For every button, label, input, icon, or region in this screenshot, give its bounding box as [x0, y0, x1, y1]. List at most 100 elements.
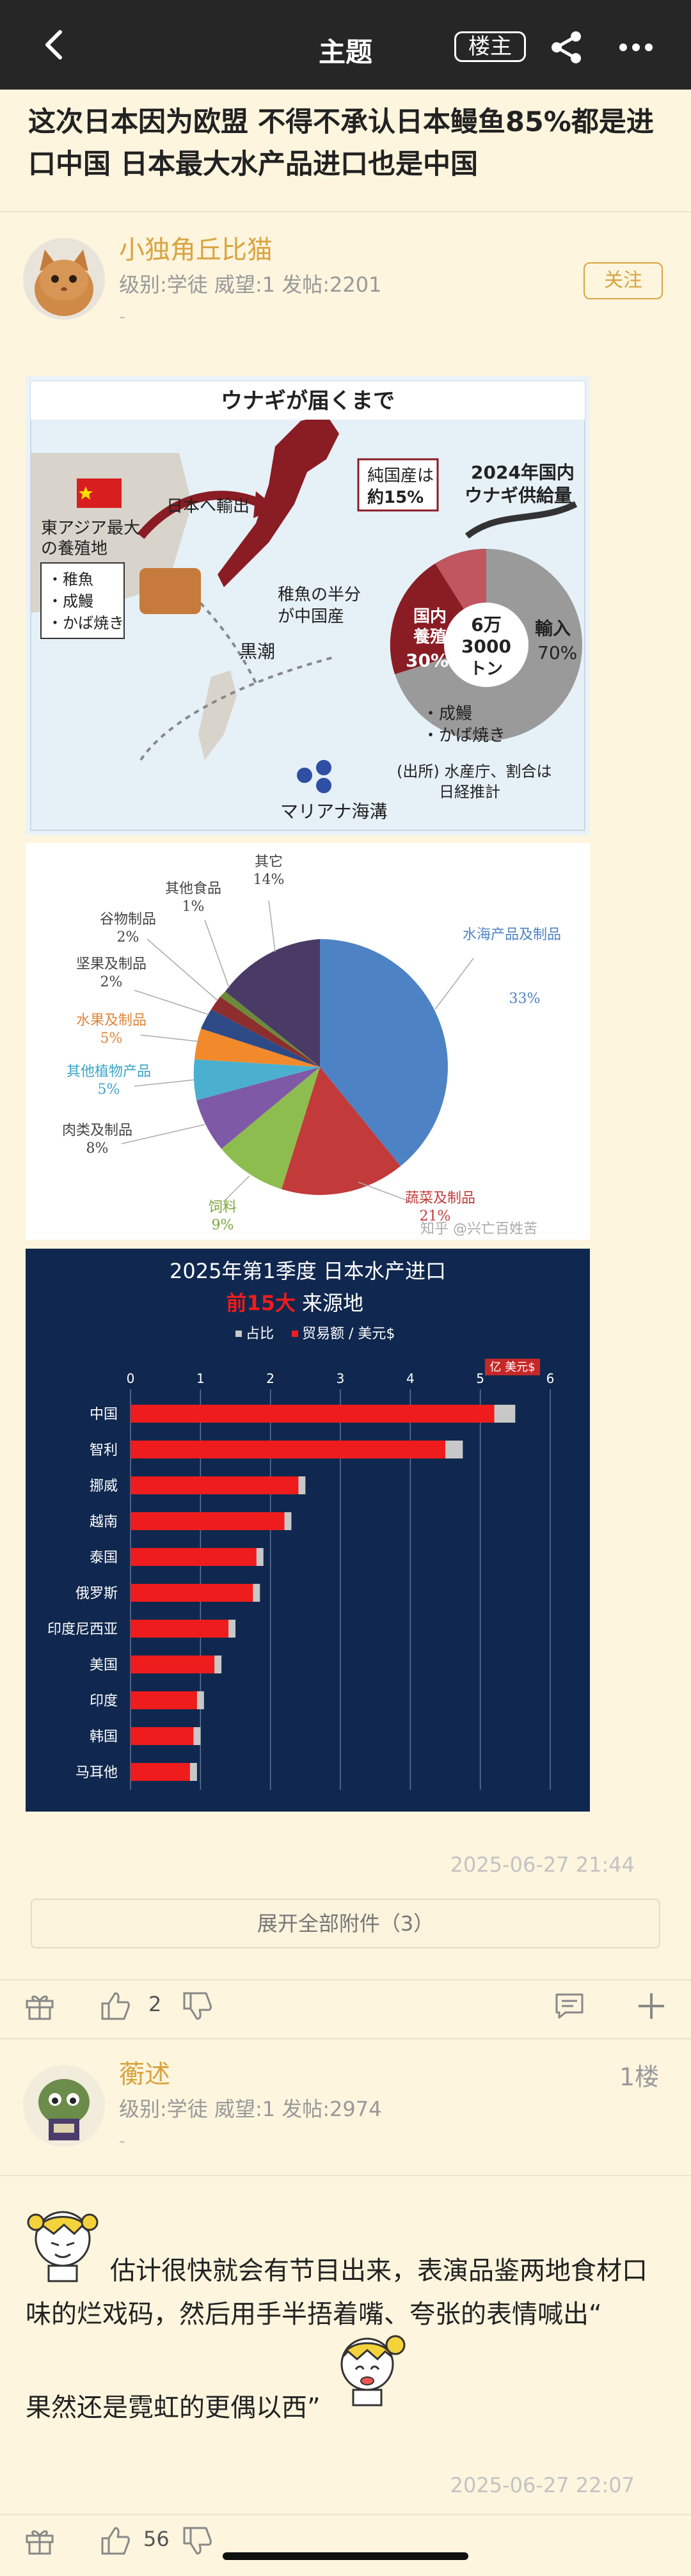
- map-item: ・稚魚: [47, 571, 93, 589]
- map-import-pct: 70%: [537, 642, 577, 663]
- chart-bar-amount: [131, 1691, 197, 1709]
- chart-bar-amount: [131, 1476, 299, 1494]
- chart-category-label: 越南: [90, 1514, 118, 1530]
- gift-icon[interactable]: [23, 1989, 56, 2023]
- chart-bar-amount: [131, 1584, 253, 1602]
- pie-label: 其它: [255, 854, 283, 870]
- reply-author-avatar[interactable]: [23, 2065, 105, 2147]
- pie-label: 谷物制品: [100, 912, 156, 928]
- map-label-fry-half: 稚魚の半分: [278, 585, 361, 604]
- map-import-item: ・成鰻: [422, 704, 472, 723]
- chart-bar-amount: [131, 1441, 445, 1458]
- pie-pct: 2%: [117, 929, 139, 945]
- pie-label: 蔬菜及制品: [405, 1190, 475, 1206]
- gift-icon[interactable]: [23, 2524, 56, 2557]
- pie-label: 饲料: [209, 1199, 237, 1215]
- divider: [0, 2514, 691, 2515]
- follow-button[interactable]: 关注: [584, 262, 663, 299]
- pie-label: 坚果及制品: [76, 956, 147, 972]
- map-label-breeding: の養殖地: [41, 539, 107, 558]
- chart-x-tick: 0: [127, 1371, 135, 1386]
- author-avatar[interactable]: [23, 238, 105, 320]
- thumbs-up-icon[interactable]: [99, 2524, 132, 2557]
- map-label-pure-pct: 約15%: [367, 487, 424, 507]
- divider: [0, 211, 691, 212]
- chart-legend-share: 占比: [246, 1326, 274, 1342]
- floor-number: 1楼: [619, 2063, 660, 2091]
- chart-category-label: 智利: [90, 1442, 118, 1458]
- post-action-bar: 2: [0, 1979, 691, 2030]
- map-label-east-asia: 東アジア最大: [41, 519, 140, 538]
- pie-label: 肉类及制品: [62, 1123, 132, 1139]
- plus-icon[interactable]: [635, 1989, 668, 2023]
- chart-bar-amount: [131, 1763, 190, 1781]
- chart-bar-amount: [131, 1727, 194, 1745]
- like-count: 2: [148, 1992, 162, 2016]
- pie-pct: 9%: [212, 1217, 234, 1233]
- chart-x-tick: 6: [546, 1371, 555, 1386]
- reply-text: 估计很快就会有节目出来，表演品鉴两地食材口味的烂戏码，然后用手半捂着嘴、夸张的表…: [26, 2256, 647, 2329]
- reply-author-meta: 级别:学徒 威望:1 发帖:2974: [119, 2097, 382, 2121]
- chart-bar-amount: [131, 1405, 495, 1423]
- chart-category-label: 挪威: [90, 1478, 118, 1494]
- page-title: 主题: [318, 36, 372, 68]
- thumbs-up-icon[interactable]: [99, 1989, 132, 2023]
- pie-pct: 1%: [182, 899, 205, 915]
- pie-pct: 14%: [253, 872, 285, 888]
- pie-label: 水海产品及制品: [463, 927, 561, 943]
- chart-subtitle-highlight: 前15大: [226, 1291, 296, 1315]
- chart-bar-amount: [131, 1548, 257, 1566]
- divider: [0, 2038, 691, 2039]
- chart-category-label: 韩国: [90, 1729, 118, 1745]
- map-import-item: ・かば焼き: [422, 726, 505, 745]
- map-supply-title: 2024年国内: [471, 462, 575, 483]
- eel-supply-map-image[interactable]: ウナギが届くまで 東アジア最大 の養殖地 ・稚魚 ・成鰻 ・かば焼き 日本へ輸出…: [26, 376, 590, 835]
- author-name[interactable]: 小独角丘比猫: [119, 235, 273, 265]
- reply-date: 2025-06-27 22:07: [450, 2473, 635, 2497]
- chart-legend-amount: 贸易额 / 美元$: [302, 1326, 395, 1342]
- map-label-kuroshio: 黒潮: [239, 641, 275, 662]
- map-import: 輸入: [535, 618, 571, 639]
- comment-icon[interactable]: [553, 1989, 586, 2023]
- reply-author-name[interactable]: 蘅述: [119, 2060, 170, 2089]
- chart-x-tick: 1: [196, 1371, 205, 1386]
- map-label-pure-domestic: 純国産は: [367, 466, 434, 486]
- chart-bar-amount: [131, 1512, 285, 1530]
- post-title: 这次日本因为欧盟 不得不承认日本鳗鱼85%都是进口中国 日本最大水产品进口也是中…: [28, 106, 654, 180]
- only-owner-button[interactable]: 楼主: [454, 31, 526, 62]
- share-icon[interactable]: [549, 29, 585, 65]
- chart-bar-amount: [131, 1655, 215, 1673]
- map-center: 3000: [461, 636, 511, 657]
- more-options-icon[interactable]: [618, 36, 654, 59]
- divider: [0, 2175, 691, 2176]
- map-title: ウナギが届くまで: [221, 388, 395, 414]
- sticker-image: [340, 2335, 406, 2406]
- home-indicator: [223, 2552, 468, 2560]
- chart-category-label: 马耳他: [75, 1765, 118, 1781]
- back-arrow-icon[interactable]: [38, 28, 72, 61]
- pie-label: 水果及制品: [76, 1013, 147, 1029]
- reply-author-signature: -: [119, 2130, 126, 2151]
- thumbs-down-icon[interactable]: [180, 1989, 214, 2023]
- expand-attachments-button[interactable]: 展开全部附件（3）: [31, 1899, 660, 1948]
- map-mariana: マリアナ海溝: [280, 801, 387, 822]
- pie-pct: 8%: [86, 1141, 109, 1157]
- chart-unit: 亿 美元$: [489, 1361, 535, 1374]
- map-domestic-pct: 30%: [406, 650, 449, 671]
- map-source: 日経推計: [439, 783, 500, 801]
- author-signature: -: [119, 306, 126, 327]
- import-category-pie-image[interactable]: 其它 14% 其他食品 1% 谷物制品 2% 坚果及制品 2% 水果及制品 5%…: [26, 843, 590, 1240]
- map-center: 6万: [471, 614, 501, 635]
- map-label-fry-half2: が中国産: [278, 607, 344, 626]
- pie-label: 其他植物产品: [67, 1064, 151, 1080]
- map-label-export: 日本へ輸出: [166, 497, 250, 516]
- thumbs-down-icon[interactable]: [180, 2524, 214, 2557]
- pie-pct: 2%: [100, 974, 123, 990]
- pie-pct: 5%: [98, 1082, 120, 1098]
- chart-x-tick: 5: [476, 1371, 484, 1386]
- map-farmed: 養殖: [413, 627, 447, 647]
- seafood-import-bar-chart[interactable]: 2025年第1季度 日本水产进口 前15大 来源地 占比 贸易额 / 美元$ 亿…: [26, 1249, 590, 1812]
- chart-category-label: 印度尼西亚: [47, 1622, 118, 1638]
- top-bar: 主题 楼主: [0, 0, 691, 90]
- chart-category-label: 中国: [90, 1407, 118, 1423]
